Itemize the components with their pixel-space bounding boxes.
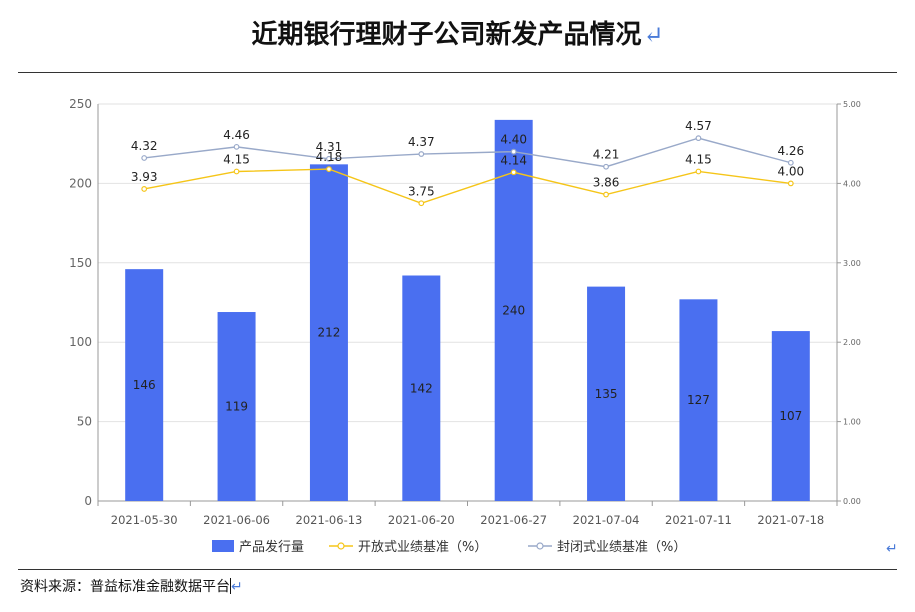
open-benchmark-value-label: 3.86 bbox=[593, 176, 620, 190]
open-benchmark-value-label: 3.75 bbox=[408, 184, 435, 198]
open-benchmark-value-label: 4.15 bbox=[685, 152, 712, 166]
bar-value-label: 142 bbox=[410, 381, 433, 395]
open-benchmark-line bbox=[144, 168, 791, 204]
y-left-tick-label: 250 bbox=[69, 97, 92, 111]
text-cursor bbox=[230, 578, 231, 594]
y-left-tick-label: 150 bbox=[69, 256, 92, 270]
closed-benchmark-point bbox=[787, 159, 794, 166]
open-benchmark-point bbox=[695, 168, 702, 175]
bar-value-label: 146 bbox=[133, 378, 156, 392]
open-benchmark-point bbox=[141, 186, 148, 192]
closed-benchmark-point bbox=[326, 155, 332, 162]
closed-benchmark-value-label: 4.57 bbox=[685, 119, 712, 133]
legend-label: 开放式业绩基准（%） bbox=[358, 540, 487, 555]
bar-value-label: 212 bbox=[317, 326, 340, 340]
bar bbox=[125, 269, 164, 501]
legend-swatch-open-point bbox=[337, 542, 345, 550]
bar-value-label: 107 bbox=[779, 409, 802, 423]
closed-benchmark-value-label: 4.32 bbox=[131, 139, 158, 153]
bar bbox=[309, 164, 348, 501]
y-right-tick-label: 3.00 bbox=[843, 259, 861, 268]
return-mark-icon: ↵ bbox=[886, 541, 898, 557]
x-tick-label: 2021-06-20 bbox=[388, 513, 455, 527]
open-benchmark-point bbox=[233, 168, 240, 175]
y-left-tick-label: 0 bbox=[84, 494, 92, 508]
closed-benchmark-point bbox=[695, 135, 702, 142]
open-benchmark-value-label: 3.93 bbox=[131, 170, 158, 184]
bar bbox=[771, 331, 810, 501]
x-tick-label: 2021-06-06 bbox=[203, 513, 270, 527]
open-benchmark-point bbox=[603, 191, 609, 198]
closed-benchmark-value-label: 4.46 bbox=[223, 128, 250, 142]
x-tick-label: 2021-07-11 bbox=[665, 513, 732, 527]
legend-swatch-bar bbox=[212, 540, 234, 552]
closed-benchmark-point bbox=[141, 155, 148, 161]
y-right-tick-label: 2.00 bbox=[843, 338, 861, 347]
chart-title-text: 近期银行理财子公司新发产品情况 bbox=[251, 20, 642, 50]
open-benchmark-point bbox=[326, 166, 332, 173]
closed-benchmark-point bbox=[603, 163, 609, 170]
y-left-tick-label: 200 bbox=[69, 176, 92, 190]
open-benchmark-point bbox=[787, 180, 794, 187]
closed-benchmark-point bbox=[233, 143, 240, 150]
bottom-divider bbox=[18, 569, 897, 570]
open-benchmark-point bbox=[418, 200, 425, 207]
open-benchmark-point bbox=[510, 169, 517, 176]
bar-value-label: 119 bbox=[225, 400, 248, 414]
closed-benchmark-point bbox=[510, 148, 517, 155]
x-tick-label: 2021-07-04 bbox=[573, 513, 640, 527]
open-benchmark-value-label: 4.14 bbox=[500, 153, 527, 167]
y-right-tick-label: 1.00 bbox=[843, 418, 861, 427]
closed-benchmark-value-label: 4.26 bbox=[777, 144, 804, 158]
return-mark-icon: ↵ bbox=[643, 21, 664, 49]
closed-benchmark-value-label: 4.40 bbox=[500, 133, 527, 147]
open-benchmark-value-label: 4.15 bbox=[223, 152, 250, 166]
y-right-tick-label: 4.00 bbox=[843, 179, 861, 188]
bar bbox=[679, 299, 718, 501]
closed-benchmark-value-label: 4.37 bbox=[408, 135, 435, 149]
closed-benchmark-point bbox=[418, 151, 425, 157]
bar-value-label: 135 bbox=[595, 387, 618, 401]
y-left-tick-label: 50 bbox=[77, 415, 92, 429]
open-benchmark-value-label: 4.00 bbox=[777, 164, 804, 178]
y-right-tick-label: 0.00 bbox=[843, 497, 861, 506]
x-tick-label: 2021-05-30 bbox=[111, 513, 178, 527]
source-text: 资料来源：普益标准金融数据平台 bbox=[20, 579, 230, 595]
bar-value-label: 127 bbox=[687, 393, 710, 407]
y-right-tick-label: 5.00 bbox=[843, 100, 861, 109]
closed-benchmark-value-label: 4.31 bbox=[316, 140, 343, 154]
x-tick-label: 2021-07-18 bbox=[757, 513, 824, 527]
bar bbox=[494, 119, 533, 501]
legend-swatch-closed-point bbox=[536, 542, 544, 550]
bar bbox=[587, 286, 626, 501]
source-note[interactable]: 资料来源：普益标准金融数据平台↵ bbox=[20, 576, 243, 596]
x-tick-label: 2021-06-13 bbox=[296, 513, 363, 527]
y-left-tick-label: 100 bbox=[69, 335, 92, 349]
closed-benchmark-value-label: 4.21 bbox=[593, 148, 620, 162]
closed-benchmark-line bbox=[144, 137, 791, 168]
legend-label: 封闭式业绩基准（%） bbox=[557, 540, 686, 555]
top-divider bbox=[18, 72, 897, 73]
bar bbox=[217, 312, 256, 501]
return-mark-icon: ↵ bbox=[231, 579, 243, 595]
chart-title: 近期银行理财子公司新发产品情况↵ bbox=[0, 14, 915, 51]
legend-label: 产品发行量 bbox=[239, 539, 304, 555]
x-tick-label: 2021-06-27 bbox=[480, 513, 547, 527]
open-benchmark-value-label: 4.18 bbox=[316, 150, 343, 164]
bar-value-label: 240 bbox=[502, 303, 525, 317]
bar bbox=[402, 275, 441, 501]
